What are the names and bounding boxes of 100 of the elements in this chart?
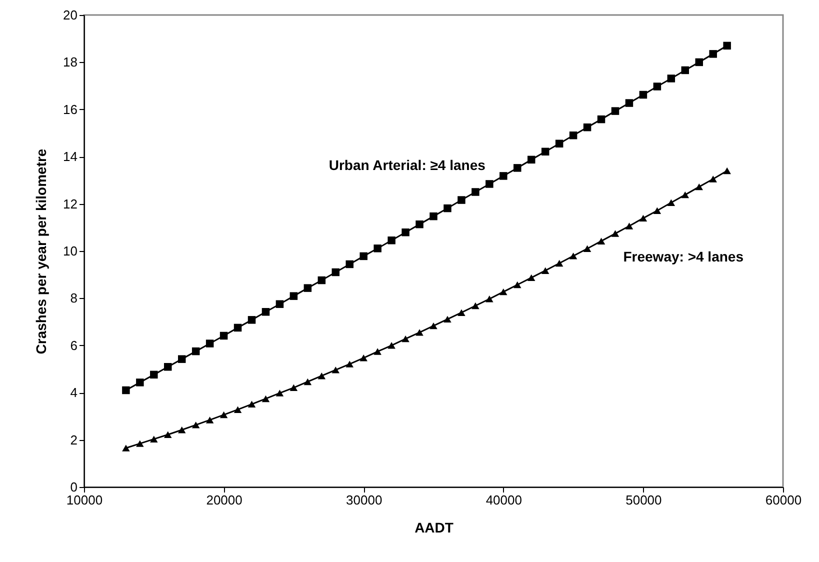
- point: [164, 431, 172, 438]
- point: [318, 276, 326, 284]
- point: [150, 370, 158, 379]
- point: [527, 274, 536, 282]
- y-tick-label: 20: [63, 8, 78, 22]
- point: [611, 230, 620, 237]
- point: [290, 384, 298, 391]
- point: [220, 411, 228, 418]
- point: [262, 308, 270, 316]
- y-tick-label: 0: [70, 480, 78, 494]
- point: [388, 236, 396, 244]
- point: [569, 131, 578, 140]
- point: [220, 332, 228, 340]
- point: [136, 440, 144, 447]
- series-label: Freeway: >4 lanes: [623, 248, 744, 265]
- x-tick-label: 50000: [626, 492, 662, 508]
- point: [695, 183, 703, 190]
- y-tick-label: 2: [70, 432, 78, 448]
- point: [122, 386, 130, 394]
- point: [416, 220, 424, 228]
- x-tick-label: 30000: [346, 492, 382, 508]
- y-tick-label: 4: [70, 385, 78, 400]
- point: [681, 66, 690, 74]
- point: [681, 191, 690, 198]
- point: [276, 390, 284, 396]
- x-tick-label: 20000: [206, 492, 242, 508]
- point: [234, 406, 242, 413]
- point: [709, 176, 717, 182]
- point: [514, 281, 522, 288]
- point: [206, 340, 214, 348]
- y-tick-label: 18: [63, 54, 78, 70]
- x-tick-label: 60000: [765, 492, 802, 508]
- point: [304, 284, 312, 292]
- point: [262, 395, 270, 402]
- point: [360, 354, 368, 362]
- point: [332, 268, 340, 276]
- point: [388, 342, 396, 349]
- point: [597, 238, 606, 244]
- point: [667, 74, 676, 82]
- point: [486, 296, 494, 302]
- point: [346, 260, 354, 268]
- point: [178, 426, 186, 434]
- point: [150, 436, 158, 442]
- point: [290, 292, 298, 300]
- point: [458, 196, 466, 204]
- point: [709, 50, 717, 58]
- point: [639, 214, 648, 222]
- point: [472, 188, 480, 196]
- point: [472, 302, 480, 310]
- point: [346, 360, 354, 368]
- point: [527, 156, 536, 164]
- point: [723, 167, 731, 174]
- point: [192, 422, 200, 428]
- point: [639, 90, 648, 99]
- point: [248, 316, 256, 324]
- point: [723, 42, 731, 50]
- point: [569, 252, 578, 260]
- point: [276, 300, 284, 308]
- point: [514, 164, 522, 172]
- point: [583, 123, 592, 132]
- x-tick-label: 40000: [486, 492, 522, 508]
- point: [541, 267, 550, 274]
- y-axis-title: Crashes per year per kilometre: [33, 148, 50, 354]
- point: [695, 58, 703, 66]
- point: [402, 228, 410, 236]
- y-tick-label: 10: [63, 244, 78, 258]
- x-axis-title: AADT: [414, 520, 454, 536]
- point: [500, 288, 508, 296]
- point: [625, 99, 634, 107]
- point: [611, 107, 620, 115]
- point: [597, 115, 606, 124]
- series-label: Urban Arterial: ≥4 lanes: [328, 156, 486, 173]
- point: [374, 348, 382, 355]
- point: [178, 355, 186, 363]
- x-tick-label: 10000: [66, 492, 103, 508]
- point: [653, 207, 662, 214]
- y-tick-label: 16: [63, 102, 78, 117]
- point: [206, 416, 214, 424]
- point: [555, 140, 564, 148]
- y-tick-label: 12: [63, 196, 78, 212]
- point: [430, 212, 438, 220]
- point: [444, 316, 452, 323]
- point: [625, 222, 634, 230]
- point: [444, 204, 452, 212]
- point: [318, 372, 326, 380]
- point: [374, 244, 382, 252]
- point: [541, 148, 550, 156]
- y-tick-label: 14: [63, 149, 78, 164]
- point: [122, 444, 130, 452]
- point: [430, 322, 438, 330]
- point: [583, 245, 592, 252]
- point: [248, 400, 256, 408]
- point: [500, 172, 508, 180]
- point: [555, 260, 564, 267]
- point: [416, 329, 424, 336]
- y-tick-label: 8: [70, 290, 78, 306]
- point: [136, 378, 144, 386]
- point: [304, 378, 312, 386]
- point: [402, 335, 410, 342]
- point: [486, 180, 494, 188]
